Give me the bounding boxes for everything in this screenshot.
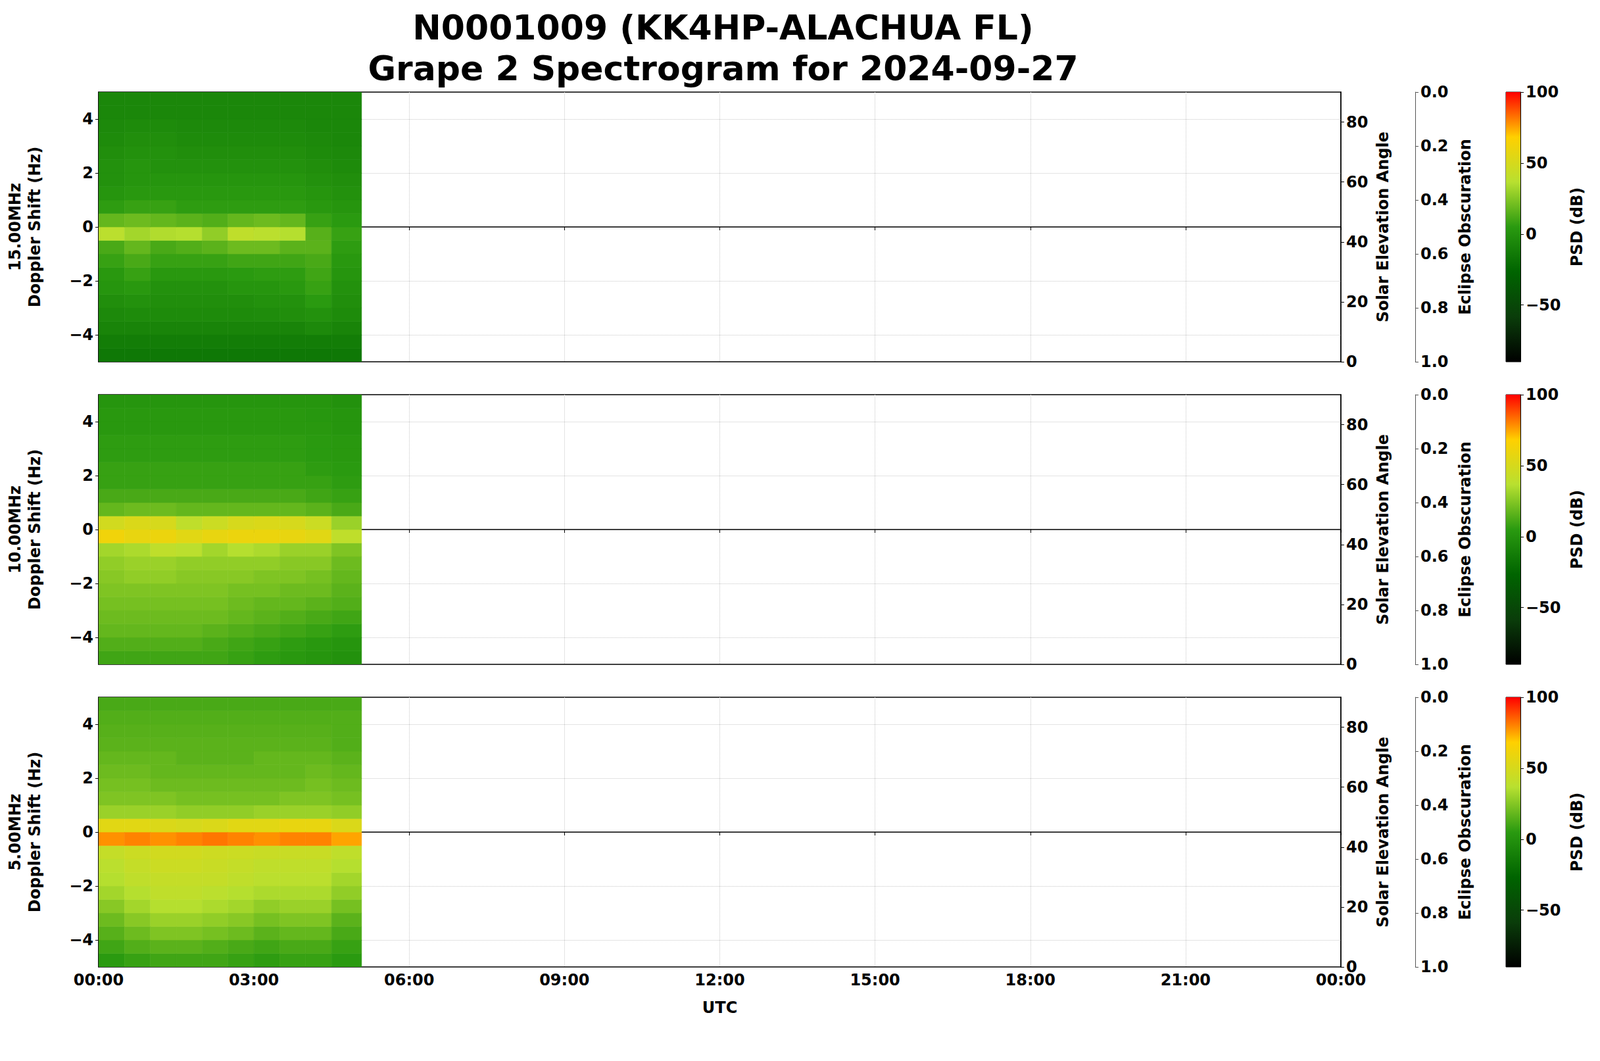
- svg-text:0.6: 0.6: [1420, 849, 1449, 869]
- svg-text:80: 80: [1346, 718, 1368, 737]
- svg-text:20: 20: [1346, 897, 1368, 917]
- svg-text:40: 40: [1346, 837, 1368, 857]
- svg-text:0.2: 0.2: [1420, 741, 1449, 761]
- svg-text:Grape 2 Spectrogram for 2024-0: Grape 2 Spectrogram for 2024-09-27: [367, 48, 1078, 89]
- svg-text:0.6: 0.6: [1420, 244, 1449, 264]
- svg-text:50: 50: [1525, 456, 1548, 475]
- svg-text:15.00MHz: 15.00MHz: [5, 182, 25, 271]
- svg-text:100: 100: [1525, 82, 1559, 102]
- svg-text:−2: −2: [69, 876, 94, 896]
- svg-text:0: 0: [1525, 829, 1537, 849]
- svg-text:4: 4: [82, 714, 94, 734]
- svg-text:Doppler Shift (Hz): Doppler Shift (Hz): [25, 751, 45, 913]
- svg-text:−4: −4: [69, 628, 94, 647]
- svg-text:100: 100: [1525, 385, 1559, 404]
- svg-text:12:00: 12:00: [694, 970, 745, 990]
- svg-text:Eclipse Obscuration: Eclipse Obscuration: [1455, 441, 1475, 618]
- svg-text:−2: −2: [69, 271, 94, 291]
- svg-text:1.0: 1.0: [1420, 654, 1449, 674]
- svg-text:−50: −50: [1525, 295, 1562, 315]
- svg-text:0: 0: [82, 520, 94, 539]
- svg-text:−4: −4: [69, 930, 94, 949]
- svg-text:1.0: 1.0: [1420, 352, 1449, 371]
- svg-text:60: 60: [1346, 475, 1368, 494]
- svg-text:0.0: 0.0: [1420, 82, 1449, 102]
- svg-text:Doppler Shift (Hz): Doppler Shift (Hz): [25, 449, 45, 610]
- svg-text:0: 0: [82, 217, 94, 237]
- svg-text:5.00MHz: 5.00MHz: [5, 793, 25, 871]
- svg-text:00:00: 00:00: [73, 970, 124, 990]
- svg-text:Doppler Shift (Hz): Doppler Shift (Hz): [25, 146, 45, 308]
- svg-text:0: 0: [82, 822, 94, 842]
- svg-text:2: 2: [82, 163, 94, 183]
- svg-text:06:00: 06:00: [384, 970, 435, 990]
- svg-text:60: 60: [1346, 172, 1368, 192]
- svg-text:50: 50: [1525, 758, 1548, 778]
- svg-text:0.2: 0.2: [1420, 439, 1449, 458]
- svg-text:03:00: 03:00: [228, 970, 279, 990]
- svg-text:0: 0: [1346, 352, 1358, 371]
- svg-text:40: 40: [1346, 232, 1368, 252]
- svg-text:0.0: 0.0: [1420, 687, 1449, 707]
- svg-text:−50: −50: [1525, 598, 1562, 617]
- svg-text:1.0: 1.0: [1420, 957, 1449, 976]
- svg-text:4: 4: [82, 109, 94, 129]
- svg-text:80: 80: [1346, 113, 1368, 132]
- svg-text:0: 0: [1525, 224, 1537, 244]
- svg-text:PSD (dB): PSD (dB): [1567, 792, 1587, 873]
- svg-text:20: 20: [1346, 292, 1368, 312]
- svg-text:0.8: 0.8: [1420, 601, 1449, 620]
- svg-text:2: 2: [82, 466, 94, 485]
- svg-text:15:00: 15:00: [849, 970, 900, 990]
- svg-text:0.6: 0.6: [1420, 547, 1449, 566]
- svg-text:0.8: 0.8: [1420, 298, 1449, 317]
- svg-text:Eclipse Obscuration: Eclipse Obscuration: [1455, 138, 1475, 316]
- svg-text:0.8: 0.8: [1420, 903, 1449, 922]
- svg-text:−50: −50: [1525, 900, 1562, 920]
- svg-text:Solar Elevation Angle: Solar Elevation Angle: [1373, 131, 1393, 323]
- svg-text:100: 100: [1525, 687, 1559, 707]
- svg-text:UTC: UTC: [702, 998, 738, 1017]
- svg-text:PSD (dB): PSD (dB): [1567, 489, 1587, 570]
- svg-text:Eclipse Obscuration: Eclipse Obscuration: [1455, 743, 1475, 921]
- svg-text:10.00MHz: 10.00MHz: [5, 485, 25, 574]
- svg-text:0.0: 0.0: [1420, 385, 1449, 404]
- svg-text:18:00: 18:00: [1005, 970, 1056, 990]
- svg-text:0: 0: [1346, 654, 1358, 674]
- svg-text:0.4: 0.4: [1420, 493, 1449, 512]
- svg-text:0.4: 0.4: [1420, 795, 1449, 815]
- svg-text:20: 20: [1346, 595, 1368, 614]
- svg-text:21:00: 21:00: [1160, 970, 1211, 990]
- svg-text:0.2: 0.2: [1420, 136, 1449, 156]
- svg-text:0: 0: [1525, 527, 1537, 546]
- svg-text:−4: −4: [69, 325, 94, 344]
- svg-text:60: 60: [1346, 777, 1368, 797]
- svg-text:00:00: 00:00: [1315, 970, 1366, 990]
- svg-text:−2: −2: [69, 574, 94, 593]
- svg-text:0.4: 0.4: [1420, 190, 1449, 210]
- svg-text:40: 40: [1346, 535, 1368, 554]
- svg-text:2: 2: [82, 768, 94, 788]
- svg-text:Solar Elevation Angle: Solar Elevation Angle: [1373, 434, 1393, 625]
- svg-text:50: 50: [1525, 153, 1548, 173]
- svg-text:Solar Elevation Angle: Solar Elevation Angle: [1373, 736, 1393, 928]
- svg-text:PSD (dB): PSD (dB): [1567, 187, 1587, 267]
- svg-text:80: 80: [1346, 415, 1368, 435]
- svg-text:09:00: 09:00: [539, 970, 590, 990]
- svg-text:4: 4: [82, 412, 94, 431]
- svg-text:N0001009 (KK4HP-ALACHUA FL): N0001009 (KK4HP-ALACHUA FL): [412, 7, 1034, 48]
- svg-text:0: 0: [1346, 957, 1358, 976]
